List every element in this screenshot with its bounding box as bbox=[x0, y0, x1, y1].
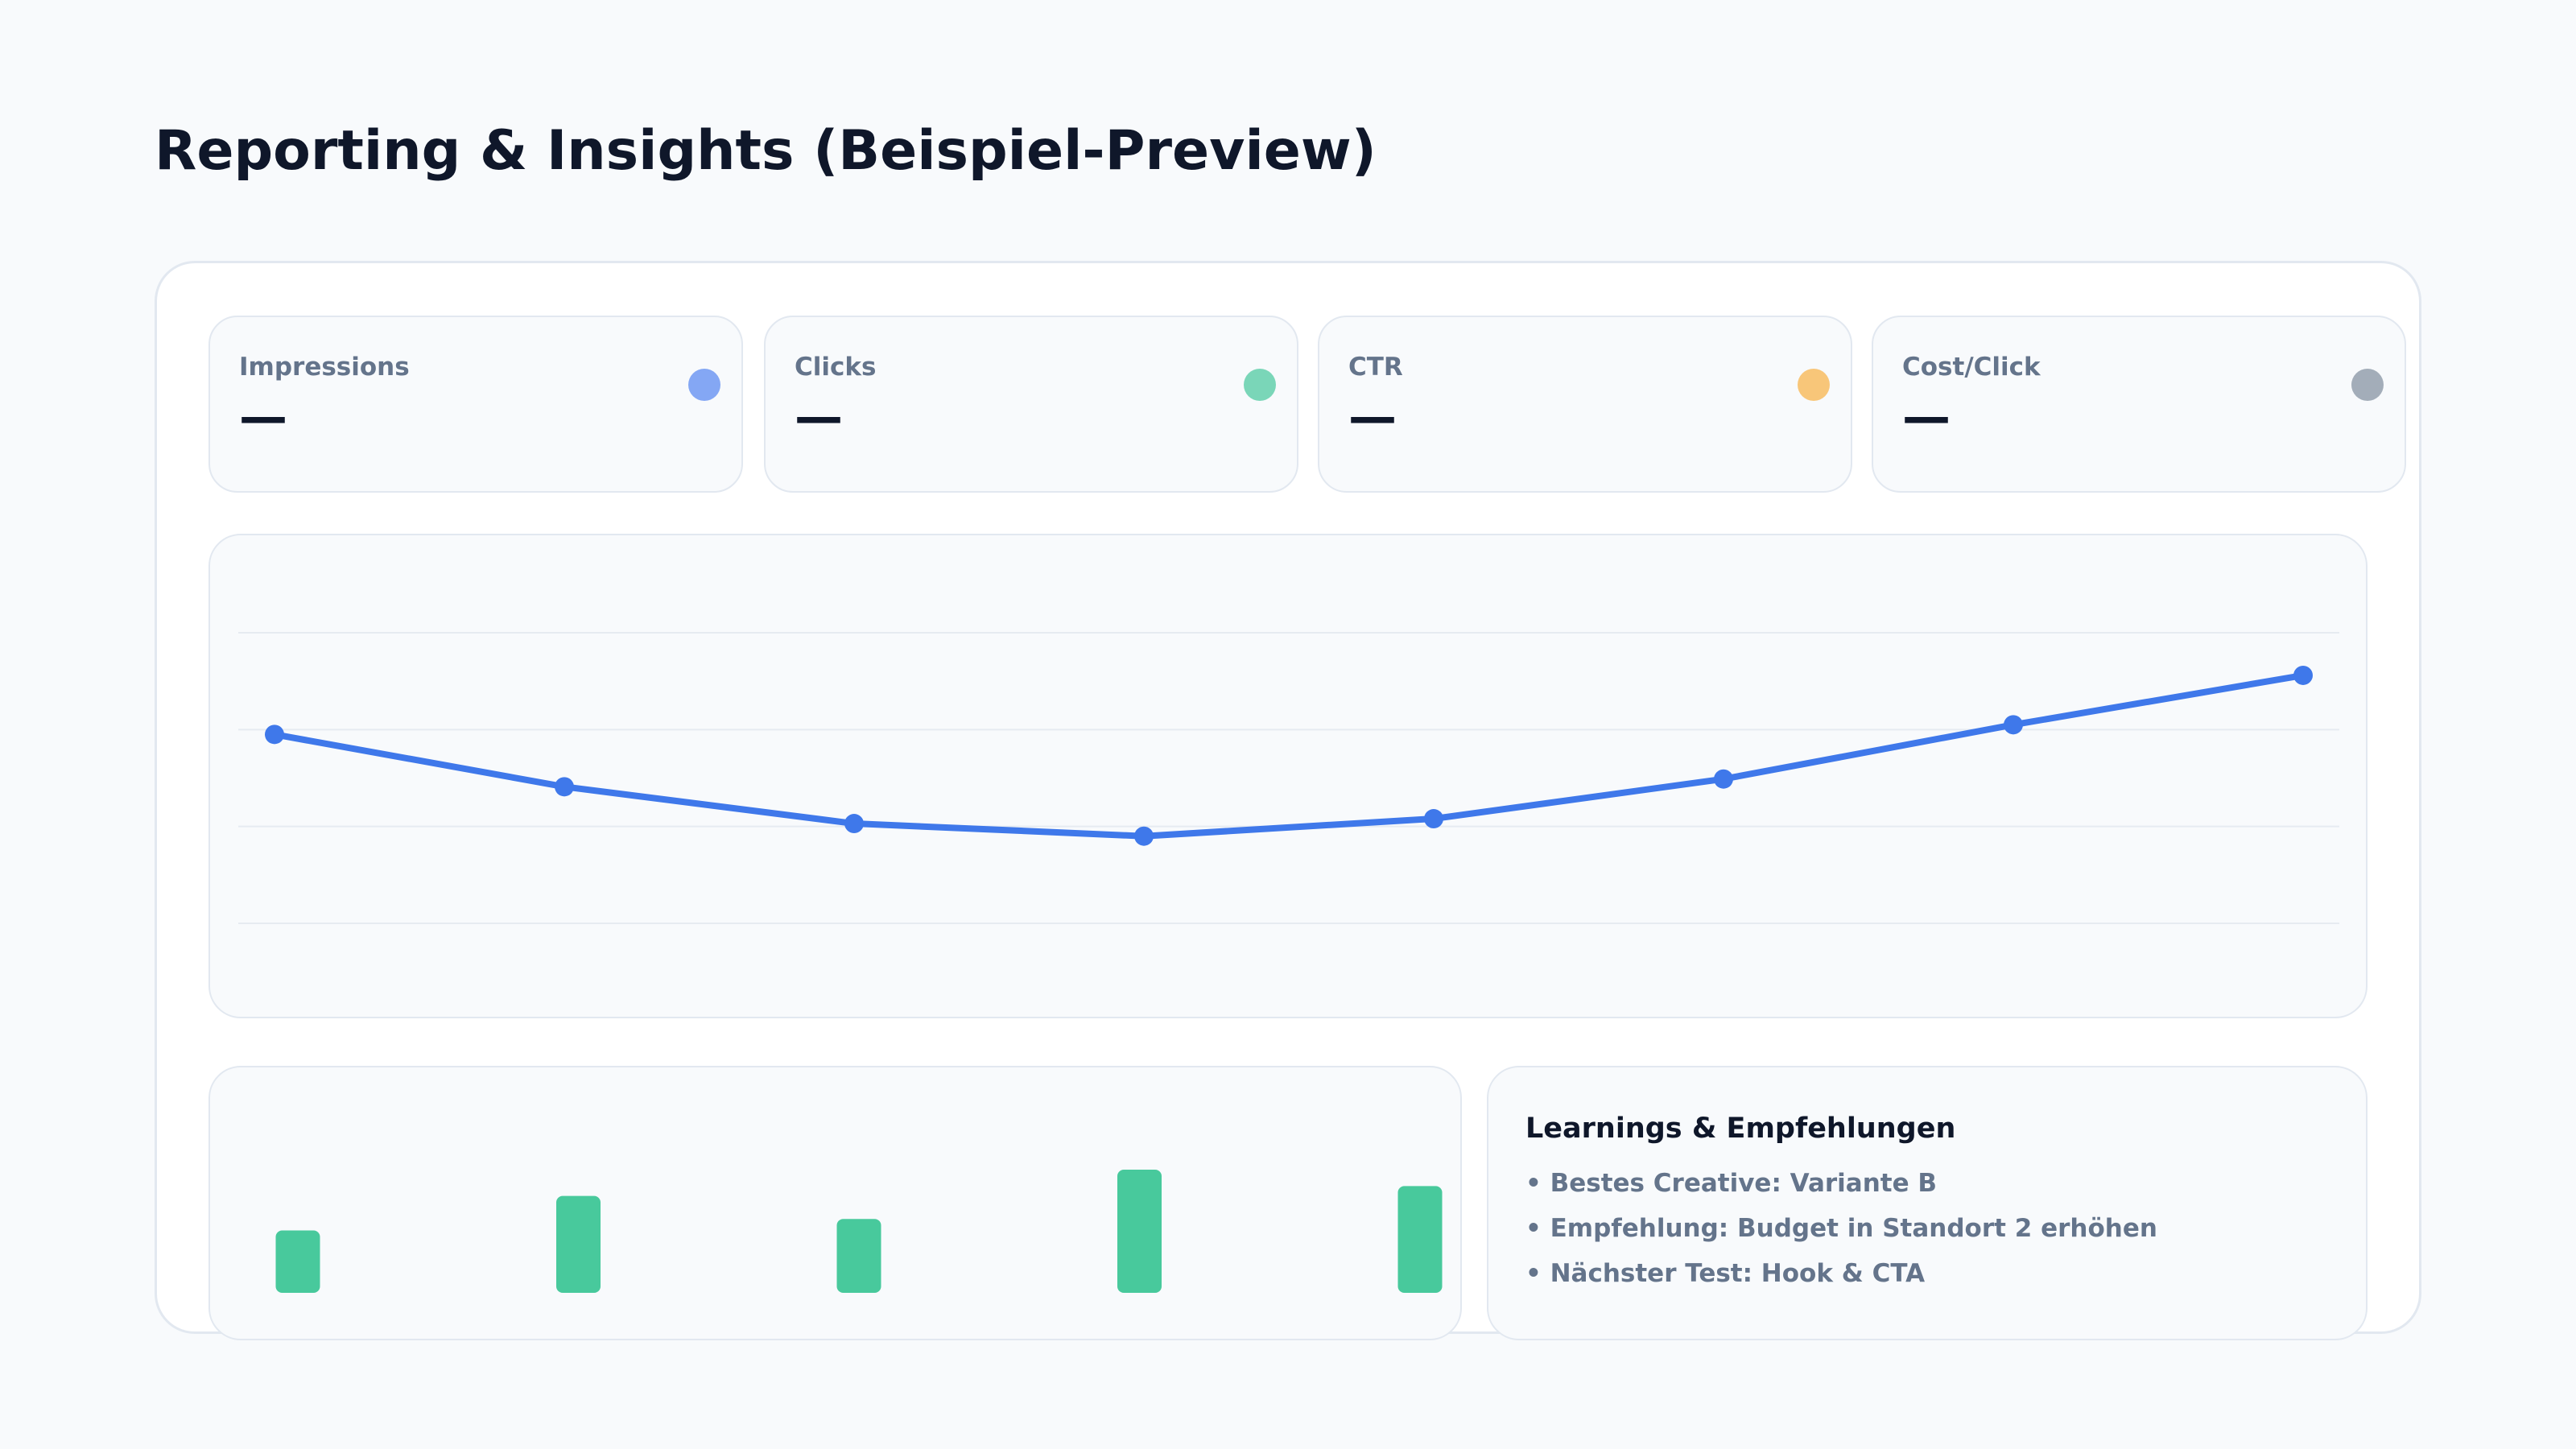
learning-item: • Empfehlung: Budget in Standort 2 erhöh… bbox=[1525, 1214, 2157, 1243]
data-point bbox=[2004, 715, 2023, 735]
data-point bbox=[1424, 809, 1443, 829]
status-dot-icon bbox=[688, 369, 720, 401]
bar bbox=[275, 1230, 320, 1293]
learnings-card: Learnings & Empfehlungen • Bestes Creati… bbox=[1487, 1066, 2368, 1340]
learnings-title: Learnings & Empfehlungen bbox=[1525, 1113, 1956, 1145]
bar bbox=[1117, 1170, 1162, 1293]
data-point bbox=[1134, 826, 1154, 846]
bar-chart-card bbox=[208, 1066, 1462, 1340]
kpi-card-clicks: Clicks — bbox=[764, 316, 1298, 493]
status-dot-icon bbox=[2351, 369, 2384, 401]
kpi-value: — bbox=[795, 389, 843, 445]
data-point bbox=[1714, 769, 1733, 789]
kpi-label: Impressions bbox=[239, 353, 410, 382]
kpi-value: — bbox=[1902, 389, 1951, 445]
kpi-label: CTR bbox=[1348, 353, 1403, 382]
learning-item: • Bestes Creative: Variante B bbox=[1525, 1169, 1938, 1198]
data-point bbox=[555, 777, 574, 797]
kpi-card-ctr: CTR — bbox=[1318, 316, 1852, 493]
kpi-value: — bbox=[239, 389, 287, 445]
line-chart-card bbox=[208, 534, 2368, 1018]
bar-chart bbox=[275, 1170, 1443, 1293]
page-title: Reporting & Insights (Beispiel-Preview) bbox=[155, 119, 1377, 183]
bar bbox=[556, 1195, 601, 1293]
line-chart bbox=[238, 632, 2339, 924]
bar bbox=[1397, 1186, 1443, 1293]
data-point bbox=[2293, 665, 2313, 685]
learning-item: • Nächster Test: Hook & CTA bbox=[1525, 1259, 1926, 1288]
status-dot-icon bbox=[1798, 369, 1830, 401]
data-point bbox=[265, 724, 284, 745]
kpi-label: Cost/Click bbox=[1902, 353, 2041, 382]
kpi-card-cost-per-click: Cost/Click — bbox=[1872, 316, 2406, 493]
status-dot-icon bbox=[1244, 369, 1276, 401]
bar bbox=[836, 1219, 881, 1293]
kpi-card-impressions: Impressions — bbox=[208, 316, 743, 493]
kpi-value: — bbox=[1348, 389, 1397, 445]
line-series bbox=[271, 671, 2306, 840]
kpi-label: Clicks bbox=[795, 353, 877, 382]
data-point bbox=[844, 814, 864, 834]
